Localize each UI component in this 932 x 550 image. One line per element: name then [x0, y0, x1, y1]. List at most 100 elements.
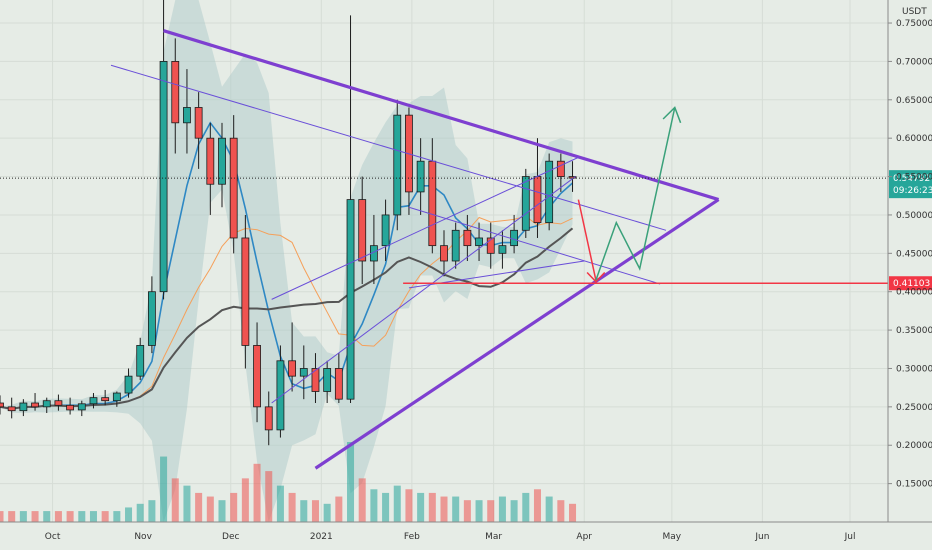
x-tick-label: May	[663, 532, 682, 542]
y-tick-label: 0.15000	[896, 480, 932, 490]
y-tick-label: 0.55000	[896, 173, 932, 183]
grid-lines	[0, 0, 888, 522]
volume-bar	[463, 500, 471, 522]
volume-bars	[0, 442, 577, 522]
volume-bar	[300, 500, 308, 522]
drawing-tools: 0.41103 0.54792 09:26:23	[0, 29, 932, 470]
volume-bar	[265, 471, 273, 522]
candle-body	[393, 114, 402, 216]
volume-bar	[148, 500, 156, 522]
candle-body	[323, 368, 332, 392]
volume-bar	[510, 500, 518, 522]
candle-body	[533, 176, 542, 224]
candle-body	[229, 137, 238, 239]
y-tick-label: 0.65000	[896, 96, 932, 106]
candle-body	[31, 402, 39, 408]
candles	[0, 0, 577, 446]
y-tick-label: 0.35000	[896, 326, 932, 336]
volume-bar	[370, 489, 378, 522]
volume-bar	[405, 489, 413, 522]
volume-bar	[335, 496, 343, 522]
volume-bar	[393, 485, 401, 522]
candle-body	[124, 375, 133, 394]
volume-bar	[101, 511, 109, 522]
volume-bar	[8, 511, 16, 522]
y-tick-label: 0.40000	[896, 288, 932, 298]
green-arrowhead	[662, 106, 682, 124]
volume-bar	[113, 511, 121, 522]
candle-body	[19, 402, 28, 412]
volume-bar	[43, 511, 51, 522]
x-tick-label: Dec	[222, 532, 239, 542]
x-tick-label: Nov	[134, 532, 152, 542]
x-tick-label: Apr	[576, 532, 592, 542]
volume-bar	[89, 511, 97, 522]
triangle-upper-trendline	[163, 29, 720, 202]
y-tick-label: 0.45000	[896, 249, 932, 259]
price-axis[interactable]: USDT 0.15000 0.20000 0.25000 0.30000 0.35000 0…	[887, 0, 932, 522]
volume-bar	[195, 492, 203, 522]
candle-body	[556, 160, 565, 177]
volume-bar	[66, 511, 74, 522]
candle-body	[486, 237, 495, 254]
candle-body	[358, 199, 367, 262]
volume-bar	[31, 511, 39, 522]
candle-body	[451, 229, 460, 262]
moving-average-dark	[0, 227, 574, 410]
candle-body	[183, 107, 191, 124]
volume-bar	[183, 485, 191, 522]
y-tick-label: 0.30000	[896, 364, 932, 374]
y-tick-label: 0.25000	[896, 403, 932, 413]
last-price-tag	[889, 170, 932, 199]
volume-bar	[417, 492, 425, 522]
volume-bar	[54, 511, 62, 522]
candle-body	[510, 229, 519, 247]
y-tick-label: 0.20000	[896, 441, 932, 451]
x-tick-label: Jul	[844, 532, 856, 542]
candle-body	[475, 237, 483, 247]
candle-body	[545, 160, 554, 224]
candle-body	[299, 368, 308, 377]
y-tick-label: 0.60000	[896, 134, 932, 144]
candle-body	[416, 160, 425, 193]
candle-body	[7, 406, 16, 412]
candle-body	[463, 229, 472, 247]
volume-bar	[218, 500, 226, 522]
volume-bar	[323, 503, 331, 522]
red-projection-arrow	[577, 199, 597, 281]
volume-bar	[241, 478, 249, 522]
bollinger-band-fill	[0, 0, 573, 522]
time-axis[interactable]: Oct Nov Dec 2021 Feb Mar Apr May Jun Jul	[0, 521, 932, 542]
currency-label: USDT	[902, 7, 927, 17]
candle-body	[253, 345, 261, 408]
last-price-label: 0.54792	[893, 174, 930, 184]
candle-body	[568, 176, 577, 179]
candle-body	[428, 160, 437, 247]
candle-body	[42, 400, 51, 408]
candle-body	[136, 345, 145, 377]
volume-bar	[253, 463, 261, 522]
candle-body	[206, 137, 215, 185]
volume-bar	[160, 456, 168, 522]
volume-bar	[569, 503, 577, 522]
volume-bar	[0, 511, 4, 522]
countdown-label: 09:26:23	[893, 186, 932, 196]
x-tick-label: Oct	[45, 532, 61, 542]
candle-body	[147, 291, 156, 346]
candle-body	[89, 397, 98, 405]
red-arrowhead	[586, 271, 606, 283]
y-tick-label: 0.50000	[896, 211, 932, 221]
volume-bar	[78, 511, 86, 522]
volume-bar	[347, 442, 355, 522]
volume-bar	[452, 496, 460, 522]
candle-body	[112, 392, 121, 402]
candle-body	[66, 404, 75, 411]
volume-bar	[288, 492, 296, 522]
candle-body	[311, 368, 320, 392]
volume-bar	[475, 500, 483, 522]
candle-body	[346, 199, 355, 400]
volume-bar	[498, 496, 506, 522]
candle-body	[381, 214, 390, 247]
